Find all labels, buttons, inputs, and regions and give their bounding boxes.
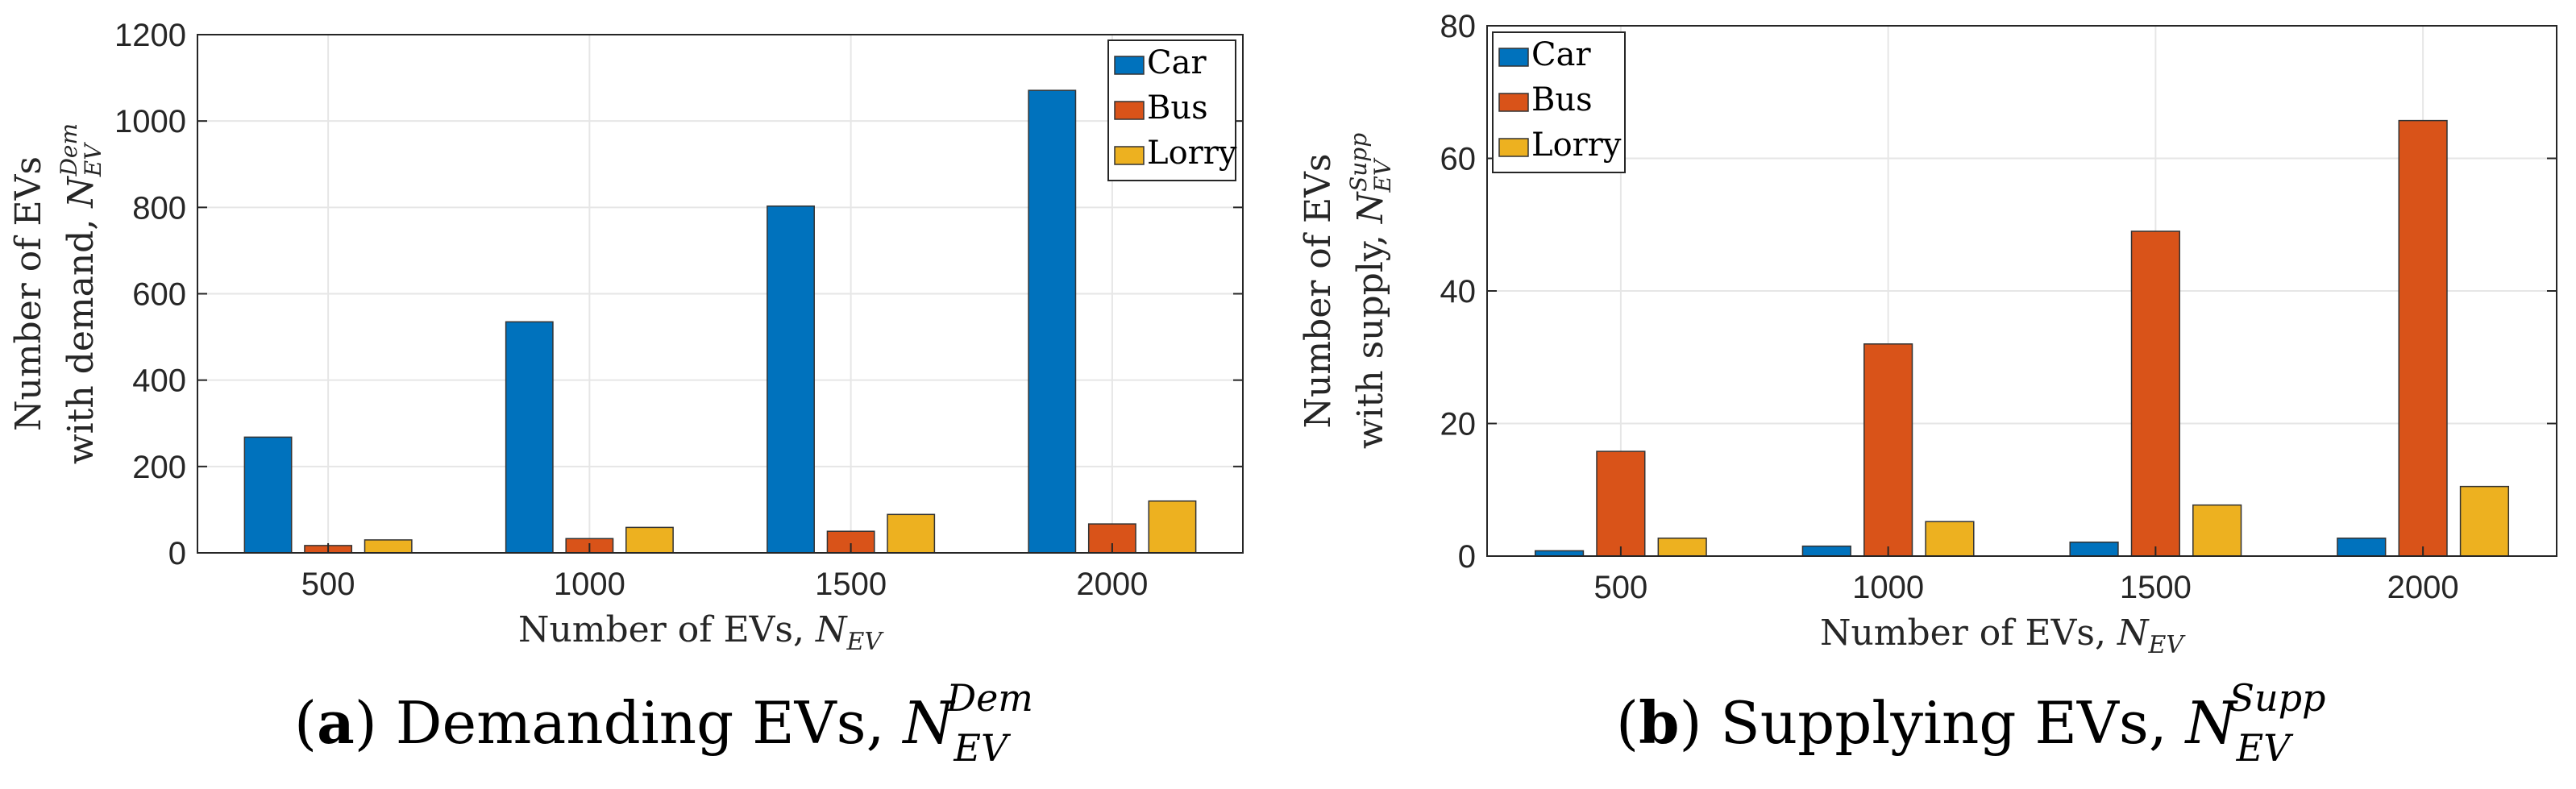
- legend-swatch-lorry: [1114, 146, 1145, 165]
- legend-label-lorry: Lorry: [1531, 127, 1622, 164]
- legend-swatch-lorry: [1498, 138, 1529, 157]
- bar-car-2000: [1028, 89, 1077, 554]
- caption-b: (b) Supplying EVs, NEVSupp: [1616, 676, 2326, 770]
- legend-swatch-bus: [1498, 93, 1529, 112]
- y-tick-label: 1200: [114, 18, 186, 53]
- caption-b-text: Supplying EVs,: [1702, 689, 2186, 757]
- x-tick-label: 1000: [554, 567, 625, 602]
- bar-lorry-2000: [2459, 485, 2510, 557]
- caption-b-sup: Supp: [2229, 676, 2325, 720]
- y-axis-label-line1: Number of EVs: [1298, 153, 1339, 428]
- x-tick-label: 2000: [2387, 570, 2459, 605]
- y-tick-label: 0: [168, 536, 186, 571]
- bar-lorry-1000: [1925, 521, 1975, 557]
- x-axis-label: Number of EVs, NEV: [1820, 613, 2186, 659]
- legend-label-car: Car: [1147, 44, 1207, 81]
- y-tick-label: 800: [132, 190, 186, 226]
- bar-lorry-1000: [625, 526, 674, 554]
- bar-lorry-2000: [1148, 500, 1197, 554]
- y-tick-label: 40: [1440, 274, 1477, 309]
- caption-b-sub: EV: [2236, 726, 2295, 770]
- y-tick-label: 0: [1458, 539, 1476, 575]
- caption-a-sub: EV: [953, 726, 1012, 770]
- legend-label-car: Car: [1531, 36, 1591, 73]
- legend-swatch-bus: [1114, 101, 1145, 120]
- x-tick-label: 1500: [2120, 570, 2192, 605]
- x-tick-label: 500: [301, 567, 355, 602]
- bar-bus-1500: [2130, 230, 2180, 557]
- bar-car-1000: [505, 321, 554, 554]
- bar-car-1000: [1801, 545, 1851, 557]
- x-tick-label: 1000: [1852, 570, 1924, 605]
- bar-bus-500: [1596, 451, 1646, 557]
- y-tick-label: 200: [132, 450, 186, 485]
- caption-a-letter: a: [317, 688, 355, 757]
- y-axis-label-line1: Number of EVs: [8, 156, 49, 431]
- bar-car-1500: [2069, 541, 2119, 557]
- y-axis-label-line2: with demand, NEVDem: [56, 123, 106, 464]
- legend-swatch-car: [1114, 56, 1145, 75]
- legend-label-bus: Bus: [1531, 81, 1593, 118]
- bar-lorry-1500: [2192, 504, 2242, 557]
- legend: Car Bus Lorry: [1492, 31, 1626, 173]
- caption-a: (a) Demanding EVs, NEVDem: [294, 676, 1033, 770]
- bar-car-2000: [2337, 538, 2387, 557]
- x-tick-label: 1500: [815, 567, 887, 602]
- x-tick-label: 500: [1594, 570, 1648, 605]
- bar-bus-2000: [2398, 119, 2448, 557]
- chart-demanding-evs: 0 200 400 600 800 1000 1200 500 1000 1500 2000 Numb…: [8, 18, 1244, 656]
- caption-a-sup: Dem: [945, 676, 1033, 720]
- legend-label-lorry: Lorry: [1147, 135, 1237, 172]
- y-tick-label: 600: [132, 277, 186, 313]
- y-tick-label: 80: [1440, 9, 1477, 44]
- y-tick-label: 60: [1440, 142, 1477, 177]
- legend: Car Bus Lorry: [1107, 39, 1237, 181]
- bar-lorry-500: [364, 539, 413, 554]
- caption-a-symbol: N: [901, 689, 956, 757]
- bar-bus-1000: [1863, 343, 1913, 557]
- caption-b-symbol: N: [2184, 689, 2239, 757]
- bar-car-500: [243, 436, 293, 554]
- y-tick-label: 20: [1440, 407, 1477, 442]
- caption-b-letter: b: [1639, 688, 1679, 757]
- y-tick-label: 1000: [114, 104, 186, 139]
- chart-supplying-evs: 0 20 40 60 80 500 1000 1500 2000 Number of EVs, N…: [1298, 9, 2557, 659]
- y-axis-label-line2: with supply, NEVSupp: [1345, 133, 1396, 449]
- bar-car-1500: [767, 205, 815, 554]
- y-tick-label: 400: [132, 363, 186, 399]
- legend-swatch-car: [1498, 48, 1529, 67]
- x-axis-label: Number of EVs, NEV: [518, 609, 884, 656]
- bar-lorry-500: [1657, 538, 1707, 557]
- caption-a-text: Demanding EVs,: [377, 689, 904, 757]
- legend-label-bus: Bus: [1147, 89, 1208, 127]
- bar-lorry-1500: [887, 513, 936, 554]
- x-tick-label: 2000: [1076, 567, 1148, 602]
